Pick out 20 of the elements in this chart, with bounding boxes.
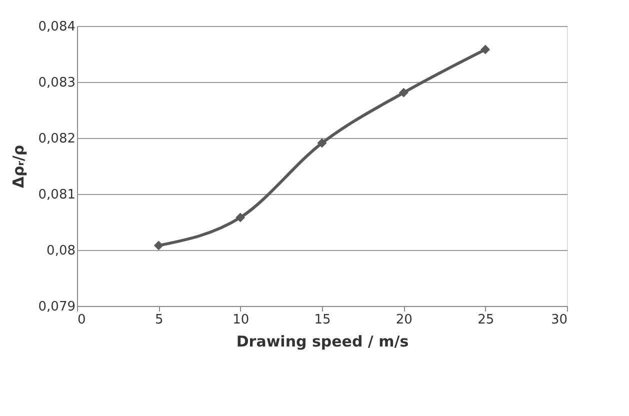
x-axis-title: Drawing speed / m/s [236, 332, 409, 350]
y-tick-label: 0,083 [38, 76, 76, 90]
y-tick-label: 0,082 [38, 132, 76, 146]
x-tick-label: 30 [550, 312, 568, 328]
point [480, 44, 490, 54]
y-tick-label: 0,079 [38, 300, 76, 314]
y-tick-label: 0,084 [38, 20, 76, 34]
x-tick-label: 15 [314, 312, 331, 328]
point [236, 212, 246, 222]
point [154, 240, 164, 250]
y-tick-label: 0,081 [38, 188, 76, 202]
x-tick-label: 5 [155, 312, 164, 328]
y-axis-title: Δρᵣ/ρ [9, 144, 28, 188]
x-tick-label: 10 [232, 312, 250, 328]
point [317, 138, 327, 148]
x-tick-label: 20 [396, 312, 412, 328]
x-tick-label: 0 [78, 312, 86, 328]
x-tick-label: 25 [478, 312, 494, 328]
point [398, 88, 408, 98]
y-tick-label: 0,08 [46, 244, 76, 258]
